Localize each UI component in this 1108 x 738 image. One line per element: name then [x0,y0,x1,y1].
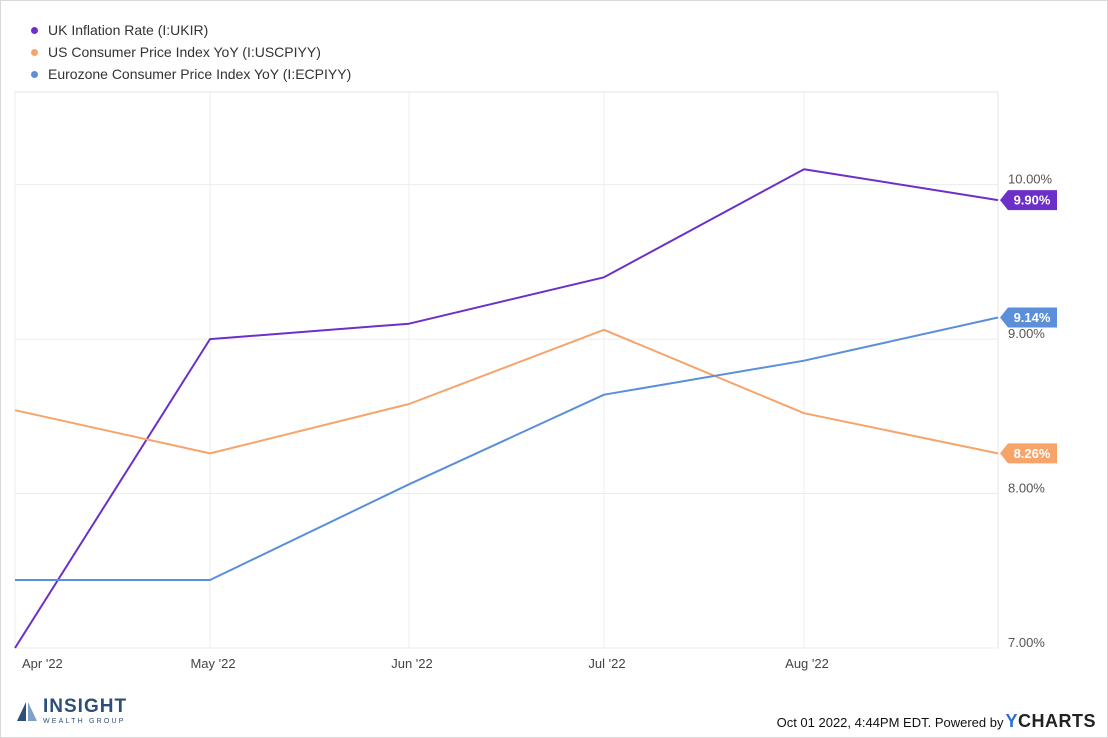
x-tick-label: May '22 [190,656,235,671]
plot-area [14,91,999,649]
series-end-label-0: 9.90% [1014,193,1051,208]
x-tick-label: Apr '22 [22,656,63,671]
ycharts-brand-y: Y [1005,711,1018,731]
ycharts-brand[interactable]: YCHARTS [1005,711,1096,732]
y-tick-label: 10.00% [1008,172,1053,187]
series-end-label-2: 9.14% [1014,310,1051,325]
series-line-2 [15,316,999,581]
series-end-tag-2 [1000,307,1057,328]
insight-wealth-group-logo: INSIGHT WEALTH GROUP [15,697,127,725]
legend-item[interactable]: US Consumer Price Index YoY (I:USCPIYY) [31,41,351,63]
y-tick-label: 9.00% [1008,326,1045,341]
legend-label: Eurozone Consumer Price Index YoY (I:ECP… [48,66,352,82]
y-tick-label: 8.00% [1008,481,1045,496]
footer-timestamp: Oct 01 2022, 4:44PM EDT. Powered by [776,715,1004,730]
legend-marker-icon [31,70,38,78]
series-line-1 [14,328,999,455]
chart-legend: UK Inflation Rate (I:UKIR) US Consumer Pr… [31,19,351,85]
series-end-label-1: 8.26% [1014,446,1051,461]
y-tick-label: 7.00% [1008,635,1045,650]
series-end-tag-0 [1000,190,1057,211]
logo-mark-icon [17,702,37,721]
legend-label: UK Inflation Rate (I:UKIR) [48,22,209,38]
legend-label: US Consumer Price Index YoY (I:USCPIYY) [48,44,321,60]
legend-marker-icon [31,48,38,56]
legend-item[interactable]: Eurozone Consumer Price Index YoY (I:ECP… [31,63,351,85]
legend-marker-icon [31,26,38,34]
series-end-tag-1 [1000,443,1057,464]
legend-item[interactable]: UK Inflation Rate (I:UKIR) [31,19,351,41]
ycharts-brand-rest: CHARTS [1018,711,1096,731]
x-tick-label: Aug '22 [785,656,829,671]
series-line-0 [14,168,999,649]
x-tick-label: Jun '22 [391,656,433,671]
logo-subtitle: WEALTH GROUP [43,718,126,725]
chart-footer: Oct 01 2022, 4:44PM EDT. Powered by YCHA… [777,711,1096,732]
x-tick-label: Jul '22 [588,656,625,671]
logo-name: INSIGHT [43,696,128,717]
